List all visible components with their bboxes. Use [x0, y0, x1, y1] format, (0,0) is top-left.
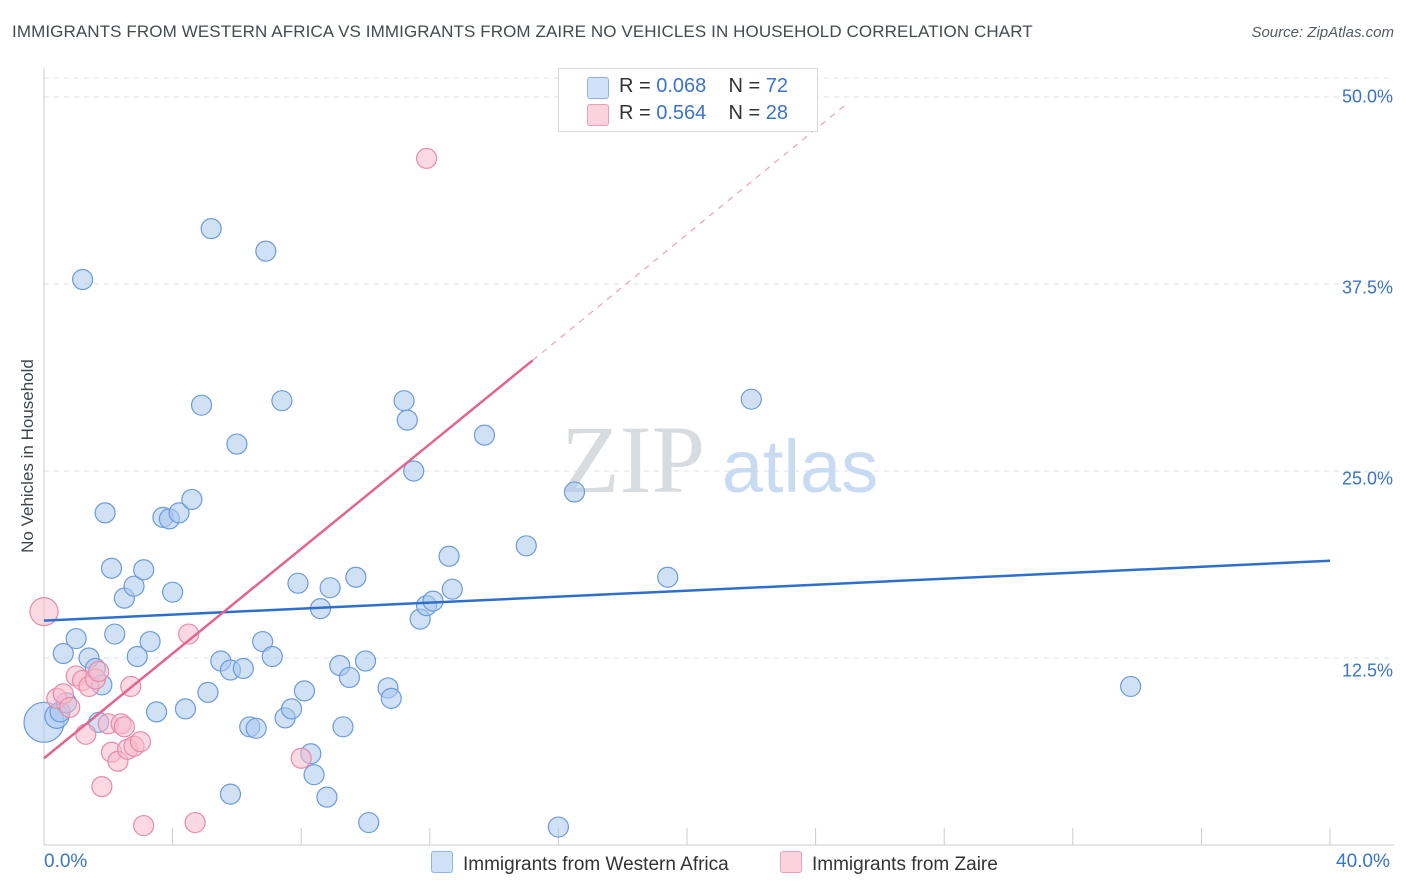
western-africa-point	[1120, 675, 1142, 698]
western-africa-point	[403, 460, 425, 482]
bottom-legend-label: Immigrants from Western Africa	[463, 854, 729, 875]
western-africa-point	[380, 687, 402, 709]
western-africa-point	[441, 578, 463, 600]
legend: R = 0.068 N = 72 R = 0.564 N = 28	[558, 68, 818, 132]
western-africa-point	[197, 681, 219, 704]
western-africa-point	[332, 716, 354, 738]
zaire-point	[113, 716, 135, 738]
y-tick-37-5: 37.5%	[1341, 277, 1393, 298]
western-africa-point	[293, 680, 316, 702]
watermark: ZIP atlas	[561, 406, 878, 513]
zaire-point	[133, 814, 155, 837]
western-africa-point	[226, 433, 248, 455]
y-tick-12-5: 12.5%	[1341, 660, 1393, 681]
chart-title: IMMIGRANTS FROM WESTERN AFRICA VS IMMIGR…	[12, 22, 1033, 41]
western-africa-point	[740, 388, 762, 410]
western-africa-point	[515, 535, 537, 557]
legend-r-value: 0.564	[656, 102, 707, 124]
western-africa-trend-line	[43, 559, 1331, 622]
western-africa-point	[338, 666, 361, 689]
bottom-legend-swatch-pink	[780, 851, 802, 873]
legend-r-label: R =	[619, 75, 657, 97]
western-africa-point	[252, 630, 274, 653]
western-africa-point	[393, 390, 415, 412]
legend-n-value: 28	[765, 102, 789, 124]
x-tick-40: 40.0%	[1336, 851, 1390, 872]
western-africa-point	[316, 786, 338, 808]
western-africa-point	[287, 572, 309, 594]
western-africa-point	[162, 581, 184, 603]
western-africa-point	[354, 650, 377, 672]
zaire-trend-line	[43, 359, 534, 760]
legend-n-label: N =	[728, 75, 766, 97]
western-africa-point	[255, 240, 277, 262]
zaire-point	[184, 811, 206, 834]
western-africa-point	[280, 698, 303, 720]
western-africa-point	[181, 488, 203, 511]
western-africa-point	[145, 701, 168, 723]
zaire-point	[88, 660, 110, 683]
legend-swatch-pink	[587, 104, 609, 126]
western-africa-point	[123, 575, 145, 597]
western-africa-point	[345, 566, 367, 588]
grid-lines	[44, 77, 1394, 659]
western-africa-point	[473, 424, 496, 446]
legend-n-value: 72	[765, 75, 789, 97]
western-africa-point	[65, 627, 87, 650]
y-tick-25: 25.0%	[1341, 468, 1393, 489]
western-africa-point	[396, 409, 418, 431]
western-africa-point	[563, 481, 586, 503]
western-africa-point	[133, 559, 155, 581]
legend-swatch-blue	[587, 77, 609, 99]
western-africa-point	[190, 394, 213, 416]
zaire-point	[415, 147, 438, 169]
data-points	[23, 147, 1142, 838]
source-label: Source: ZipAtlas.com	[1251, 24, 1394, 41]
zaire-point	[75, 723, 97, 745]
western-africa-point	[71, 268, 94, 291]
western-africa-point	[245, 717, 267, 739]
zaire-point	[91, 776, 113, 798]
western-africa-point	[168, 502, 190, 524]
western-africa-point	[52, 642, 74, 665]
western-africa-point	[126, 645, 148, 668]
x-tick-0: 0.0%	[44, 851, 88, 872]
western-africa-point	[104, 623, 126, 645]
bottom-legend-label: Immigrants from Zaire	[812, 854, 998, 875]
western-africa-point	[139, 630, 161, 653]
bottom-legend-western-africa: Immigrants from Western Africa	[431, 851, 729, 876]
legend-r-value: 0.068	[656, 75, 707, 97]
zaire-point	[59, 696, 81, 718]
western-africa-point	[319, 577, 341, 599]
western-africa-point	[100, 557, 123, 579]
zaire-point	[129, 731, 152, 753]
western-africa-point	[261, 645, 283, 668]
bottom-legend-swatch-blue	[431, 851, 453, 873]
bottom-legend-zaire: Immigrants from Zaire	[780, 851, 998, 876]
western-africa-point	[200, 218, 222, 240]
trend-lines	[43, 102, 1331, 760]
western-africa-point	[174, 698, 197, 720]
zaire-trend-extension	[532, 102, 849, 361]
western-africa-point	[94, 502, 116, 524]
watermark-atlas: atlas	[722, 425, 878, 508]
zaire-point	[29, 597, 59, 627]
y-tick-50: 50.0%	[1341, 86, 1393, 107]
western-africa-point	[271, 390, 293, 412]
western-africa-point	[657, 566, 679, 588]
watermark-zip: ZIP	[561, 406, 705, 513]
western-africa-point	[303, 764, 325, 786]
western-africa-point	[358, 811, 380, 834]
western-africa-point	[547, 816, 570, 838]
zaire-point	[290, 747, 312, 769]
legend-n-label: N =	[728, 102, 766, 124]
western-africa-point	[232, 657, 254, 680]
western-africa-point	[219, 783, 242, 805]
zaire-point	[178, 623, 200, 645]
legend-r-label: R =	[619, 102, 657, 124]
western-africa-point	[438, 545, 460, 567]
